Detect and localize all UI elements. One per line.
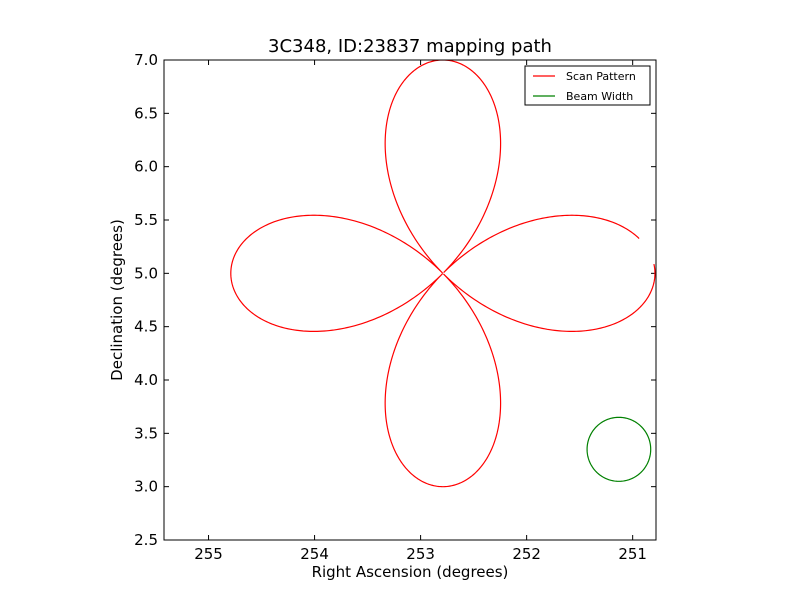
y-tick-label: 3.5: [134, 424, 158, 442]
x-tick-label: 251: [618, 545, 647, 563]
x-axis-label: Right Ascension (degrees): [312, 563, 509, 581]
plot-frame: [163, 59, 657, 541]
axis-ticks: 255 254 253 252 251 2.5 3.0 3.5 4.0 4.5 5.0 5.5 6.0 6…: [134, 51, 656, 563]
x-tick-label: 254: [300, 545, 329, 563]
y-tick-label: 6.5: [134, 104, 158, 122]
y-tick-label: 6.0: [134, 158, 158, 176]
legend-label-beam-width: Beam Width: [566, 90, 633, 103]
x-tick-label: 255: [194, 545, 223, 563]
series-group: [230, 60, 656, 488]
y-tick-label: 2.5: [134, 531, 158, 549]
series-scan-pattern: [230, 60, 656, 488]
legend-label-scan-pattern: Scan Pattern: [566, 70, 636, 83]
legend: Scan Pattern Beam Width: [524, 65, 651, 106]
series-beam-width: [586, 416, 652, 482]
y-tick-label: 4.0: [134, 371, 158, 389]
x-tick-label: 252: [512, 545, 541, 563]
y-tick-label: 7.0: [134, 51, 158, 69]
chart-title: 3C348, ID:23837 mapping path: [268, 36, 552, 57]
legend-box: [524, 65, 651, 106]
y-tick-label: 5.0: [134, 264, 158, 282]
y-tick-label: 5.5: [134, 211, 158, 229]
y-axis-label: Declination (degrees): [108, 219, 126, 381]
x-tick-label: 253: [406, 545, 435, 563]
y-tick-label: 3.0: [134, 478, 158, 496]
y-tick-label: 4.5: [134, 318, 158, 336]
